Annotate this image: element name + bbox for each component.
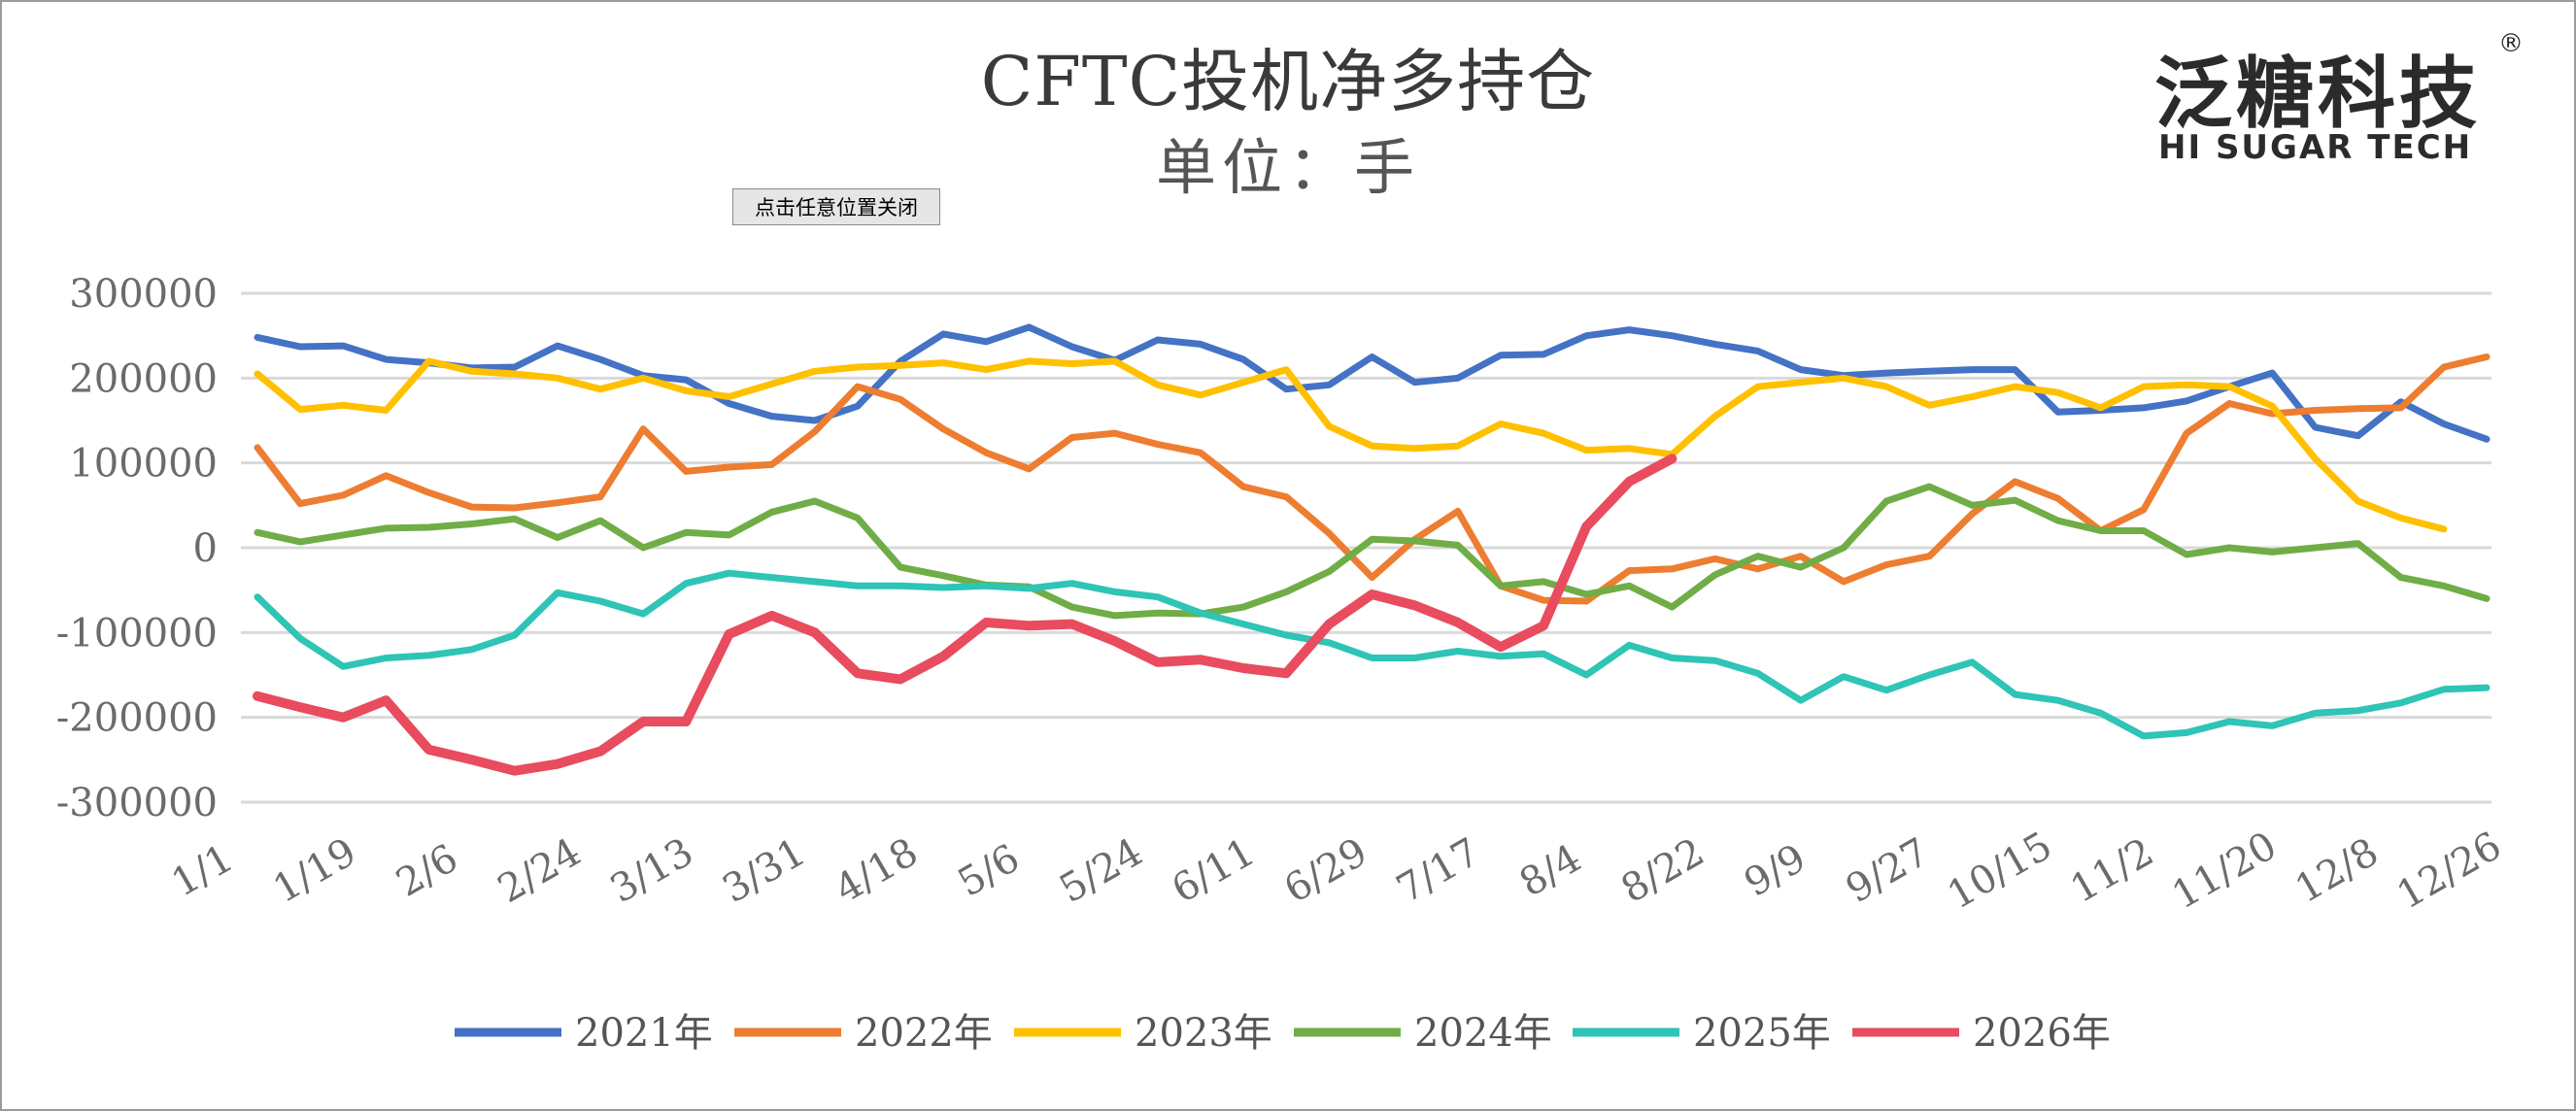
x-axis: 1/1 1/19 2/6 2/24 3/13 3/31 4/18 5/6 5/24 6/11 6/2… <box>164 824 2509 918</box>
x-tick-label: 3/13 <box>603 829 701 912</box>
x-tick-label: 12/26 <box>2390 824 2509 918</box>
x-tick-label: 8/22 <box>1614 829 1712 912</box>
x-tick-label: 6/11 <box>1165 829 1263 912</box>
x-tick-label: 12/8 <box>2288 829 2386 912</box>
legend-label: 2024年 <box>1414 1011 1552 1056</box>
legend-label: 2023年 <box>1135 1011 1272 1056</box>
x-tick-label: 11/2 <box>2063 829 2161 912</box>
logo-registered-mark: ® <box>2498 29 2524 58</box>
x-tick-label: 6/29 <box>1277 829 1375 912</box>
x-tick-label: 2/6 <box>389 836 465 906</box>
x-tick-label: 11/20 <box>2165 824 2285 918</box>
x-tick-label: 3/31 <box>715 829 813 912</box>
chart-subtitle: 单位：手 <box>1155 132 1420 203</box>
x-tick-label: 5/6 <box>951 836 1028 906</box>
series-line-2021年 <box>254 323 2491 443</box>
x-tick-label: 9/27 <box>1839 829 1937 912</box>
y-tick-label: 0 <box>193 526 218 571</box>
series-line-2022年 <box>254 354 2491 605</box>
series-line-2026年 <box>253 454 1678 776</box>
y-tick-label: -300000 <box>56 781 218 825</box>
series-line-2023年 <box>254 357 2448 533</box>
legend-label: 2026年 <box>1973 1011 2111 1056</box>
y-tick-label: 100000 <box>69 442 218 487</box>
x-tick-label: 4/18 <box>828 829 926 912</box>
x-tick-label: 1/1 <box>164 836 241 906</box>
y-axis: 300000 200000 100000 0 -100000 -200000 -300000 <box>56 272 218 825</box>
logo-english-text: HI SUGAR TECH <box>2158 128 2473 167</box>
legend-label: 2021年 <box>575 1011 713 1056</box>
x-tick-label: 2/24 <box>491 829 589 912</box>
x-tick-label: 1/19 <box>266 829 364 912</box>
y-tick-label: -200000 <box>56 696 218 741</box>
x-tick-label: 10/15 <box>1940 824 2059 918</box>
series-line-2025年 <box>254 569 2491 740</box>
legend-label: 2022年 <box>855 1011 993 1056</box>
chart-title: CFTC投机净多持仓 <box>980 42 1596 121</box>
series-lines <box>253 323 2491 776</box>
x-tick-label: 8/4 <box>1512 836 1589 906</box>
logo-chinese-text: 泛糖科技 <box>2154 49 2481 139</box>
close-button[interactable]: 点击任意位置关闭 <box>732 188 940 225</box>
legend: 2021年 2022年 2023年 2024年 2025年 2026年 <box>455 1011 2111 1056</box>
x-tick-label: 9/9 <box>1737 836 1813 906</box>
y-tick-label: -100000 <box>56 611 218 656</box>
x-tick-label: 7/17 <box>1389 829 1487 912</box>
legend-label: 2025年 <box>1693 1011 1831 1056</box>
brand-logo: 泛糖科技 ® HI SUGAR TECH <box>2154 27 2543 173</box>
series-line-2024年 <box>254 483 2491 620</box>
y-tick-label: 200000 <box>69 356 218 401</box>
x-tick-label: 5/24 <box>1052 829 1150 912</box>
y-tick-label: 300000 <box>69 272 218 317</box>
